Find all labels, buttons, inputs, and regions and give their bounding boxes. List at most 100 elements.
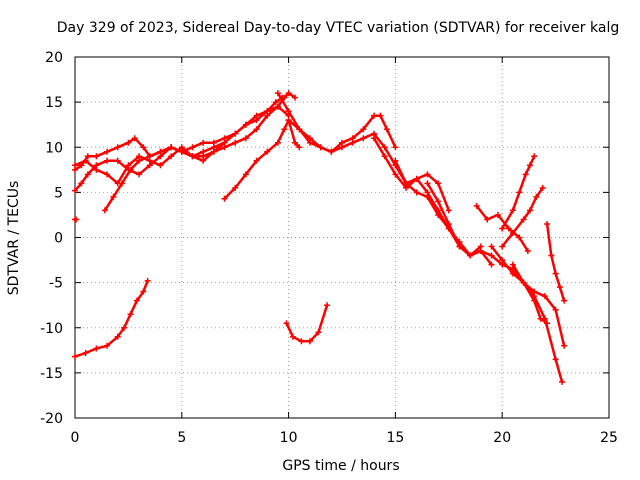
data-point [93, 345, 100, 352]
data-point [82, 350, 89, 357]
data-point [516, 234, 523, 241]
data-point [114, 144, 121, 151]
data-point [488, 243, 495, 250]
data-point [488, 261, 495, 268]
data-point [72, 187, 78, 194]
data-point [131, 135, 138, 142]
data-point [93, 153, 100, 160]
data-point [210, 144, 217, 151]
data-point [72, 353, 78, 360]
data-point [84, 171, 91, 178]
data-point [499, 225, 506, 232]
data-point [552, 270, 559, 277]
axis-ticks: 0 5 10 15 20 25 -20 -15 -10 -5 0 5 10 15 20 [40, 50, 618, 446]
data-point [157, 162, 164, 169]
x-tick-label: 20 [493, 430, 511, 446]
data-point [253, 117, 260, 124]
data-point [392, 171, 399, 178]
y-tick-label: -5 [49, 276, 63, 292]
data-point [392, 157, 399, 164]
data-point [274, 90, 281, 97]
data-point [531, 153, 538, 160]
data-point [413, 189, 420, 196]
data-point [296, 126, 303, 133]
data-point [221, 139, 228, 146]
data-point [522, 171, 529, 178]
data-point [381, 144, 388, 151]
data-point [168, 144, 175, 151]
data-point [516, 189, 523, 196]
data-point [168, 153, 175, 160]
data-point [488, 252, 495, 259]
data-point [349, 139, 356, 146]
data-point [298, 338, 305, 345]
data-point [232, 184, 239, 191]
data-point [520, 279, 527, 286]
data-point [274, 103, 281, 110]
data-point [544, 320, 551, 327]
data-point [264, 112, 271, 119]
data-point [146, 162, 153, 169]
y-tick-label: 20 [45, 50, 63, 66]
data-point [552, 356, 559, 363]
data-point [509, 270, 516, 277]
data-point [467, 252, 474, 259]
data-point [509, 229, 516, 236]
grid [75, 57, 609, 418]
data-point [445, 220, 452, 227]
y-tick-label: 15 [45, 95, 63, 111]
data-point [424, 193, 431, 200]
x-axis-label: GPS time / hours [282, 458, 399, 474]
data-point [281, 126, 288, 133]
data-point [324, 302, 331, 309]
data-point [232, 139, 239, 146]
data-point [360, 135, 367, 142]
data-point [509, 207, 516, 214]
data-point [289, 333, 296, 340]
x-tick-label: 0 [71, 430, 80, 446]
y-tick-label: -15 [40, 366, 63, 382]
data-point [435, 211, 442, 218]
data-point [544, 220, 551, 227]
data-point [531, 297, 538, 304]
data-point [339, 144, 345, 151]
data-point [78, 180, 85, 187]
data-point [561, 297, 568, 304]
data-point [264, 148, 271, 155]
data-point [157, 148, 164, 155]
data-point [146, 153, 153, 160]
data-point [272, 99, 279, 106]
data-point [93, 162, 100, 169]
data-point [524, 248, 531, 255]
series-arc-6 [73, 279, 149, 358]
data-point [281, 94, 288, 101]
data-point [125, 139, 132, 146]
data-point [189, 153, 196, 160]
x-tick-label: 5 [177, 430, 186, 446]
data-point [424, 171, 431, 178]
data-point [315, 329, 322, 336]
data-point [435, 180, 442, 187]
data-point [121, 324, 128, 331]
data-point [317, 144, 324, 151]
data-point [505, 225, 512, 232]
data-point [144, 277, 151, 284]
data-point [118, 180, 125, 187]
data-point [274, 139, 281, 146]
data-point [114, 157, 121, 164]
data-point [82, 157, 89, 164]
data-point [104, 148, 111, 155]
data-point [413, 175, 420, 182]
data-point [242, 135, 249, 142]
data-point [200, 148, 207, 155]
data-point [526, 207, 533, 214]
data-point [445, 207, 452, 214]
y-tick-label: 0 [54, 231, 63, 247]
data-point [136, 157, 143, 164]
data-point [200, 139, 207, 146]
series-arc-10 [285, 303, 329, 343]
data-point [104, 171, 111, 178]
series-arc-14 [475, 204, 530, 253]
series-arc-19 [545, 222, 566, 302]
data-point [84, 153, 91, 160]
